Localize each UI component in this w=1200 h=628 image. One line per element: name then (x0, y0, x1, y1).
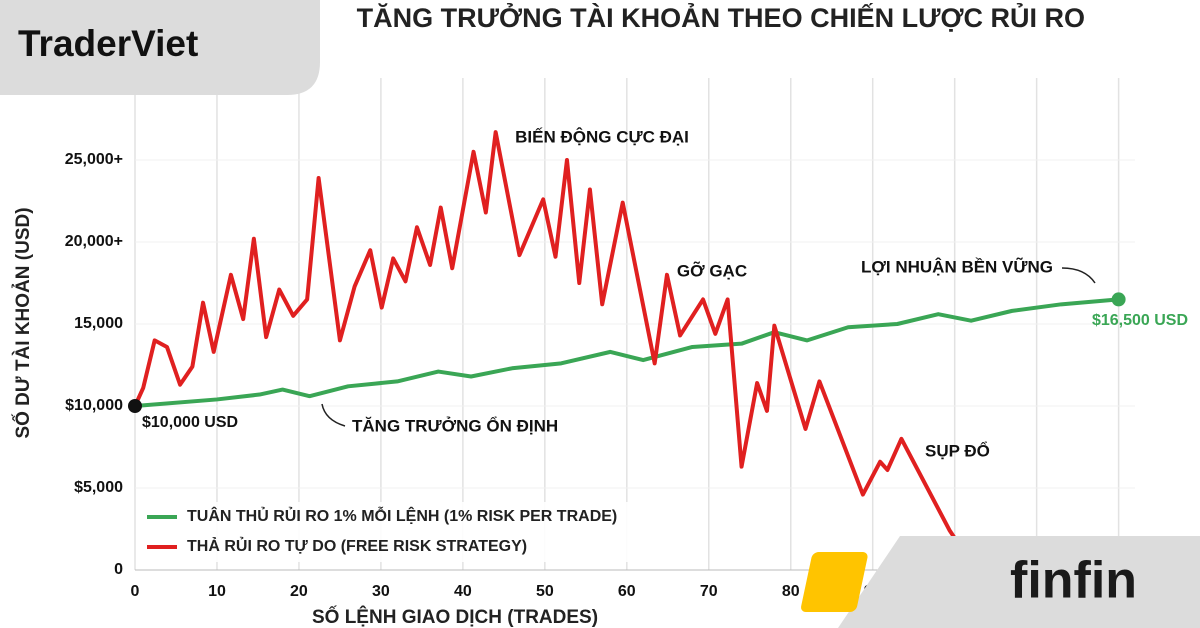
arrow (1061, 267, 1096, 284)
annotation: SỤP ĐỔ (925, 441, 990, 460)
start-point (128, 399, 142, 413)
logo-panel (838, 536, 1200, 628)
arrow (321, 403, 346, 427)
legend-label: TUÂN THỦ RỦI RO 1% MỖI LỆNH (1% RISK PER… (187, 506, 617, 525)
y-tick-label: $10,000 (65, 397, 123, 414)
annotation: $16,500 USD (1092, 312, 1188, 329)
end-point (1111, 292, 1126, 307)
x-tick-label: 60 (618, 583, 636, 600)
x-tick-label: 70 (700, 583, 718, 600)
logo-left: TraderViet (0, 0, 320, 95)
logo-text: finfin (1010, 552, 1137, 610)
annotation: LỢI NHUẬN BỀN VỮNG (861, 256, 1053, 276)
annotation: GỠ GẠC (677, 260, 747, 280)
y-tick-label: 15,000 (74, 315, 123, 332)
y-tick-label: $5,000 (74, 479, 123, 496)
annotation: $10,000 USD (142, 414, 238, 431)
series-line (134, 297, 1119, 408)
x-tick-label: 80 (782, 583, 800, 600)
x-tick-label: 30 (372, 583, 390, 600)
annotation: TĂNG TRƯỞNG ỔN ĐỊNH (352, 416, 558, 435)
x-tick-label: 40 (454, 583, 472, 600)
y-tick-label: 0 (114, 561, 123, 578)
chart-title: TĂNG TRƯỞNG TÀI KHOẢN THEO CHIẾN LƯỢC RỦ… (357, 1, 1085, 33)
plot (128, 130, 1126, 552)
legend-label: THẢ RỦI RO TỰ DO (FREE RISK STRATEGY) (187, 536, 527, 555)
x-tick-label: 20 (290, 583, 308, 600)
x-tick-label: 50 (536, 583, 554, 600)
annotation: BIẾN ĐỘNG CỰC ĐẠI (515, 127, 689, 146)
y-tick-label: 20,000+ (65, 233, 123, 250)
y-tick-label: 25,000+ (65, 151, 123, 168)
x-tick-label: 0 (131, 583, 140, 600)
logo-text: TraderViet (18, 23, 198, 64)
logo-panel (0, 0, 320, 95)
legend-box (140, 502, 660, 562)
series-line (133, 130, 965, 552)
logo-right: finfin (801, 536, 1200, 628)
logo-icon (801, 552, 868, 612)
x-axis-label: SỐ LỆNH GIAO DỊCH (TRADES) (312, 606, 598, 628)
grid: 01020304050607080901001101200$5,000$10,0… (65, 78, 1135, 600)
legend: TUÂN THỦ RỦI RO 1% MỖI LỆNH (1% RISK PER… (140, 502, 660, 562)
x-tick-label: 10 (208, 583, 226, 600)
y-axis-label: SỐ DƯ TÀI KHOẢN (USD) (12, 207, 34, 438)
